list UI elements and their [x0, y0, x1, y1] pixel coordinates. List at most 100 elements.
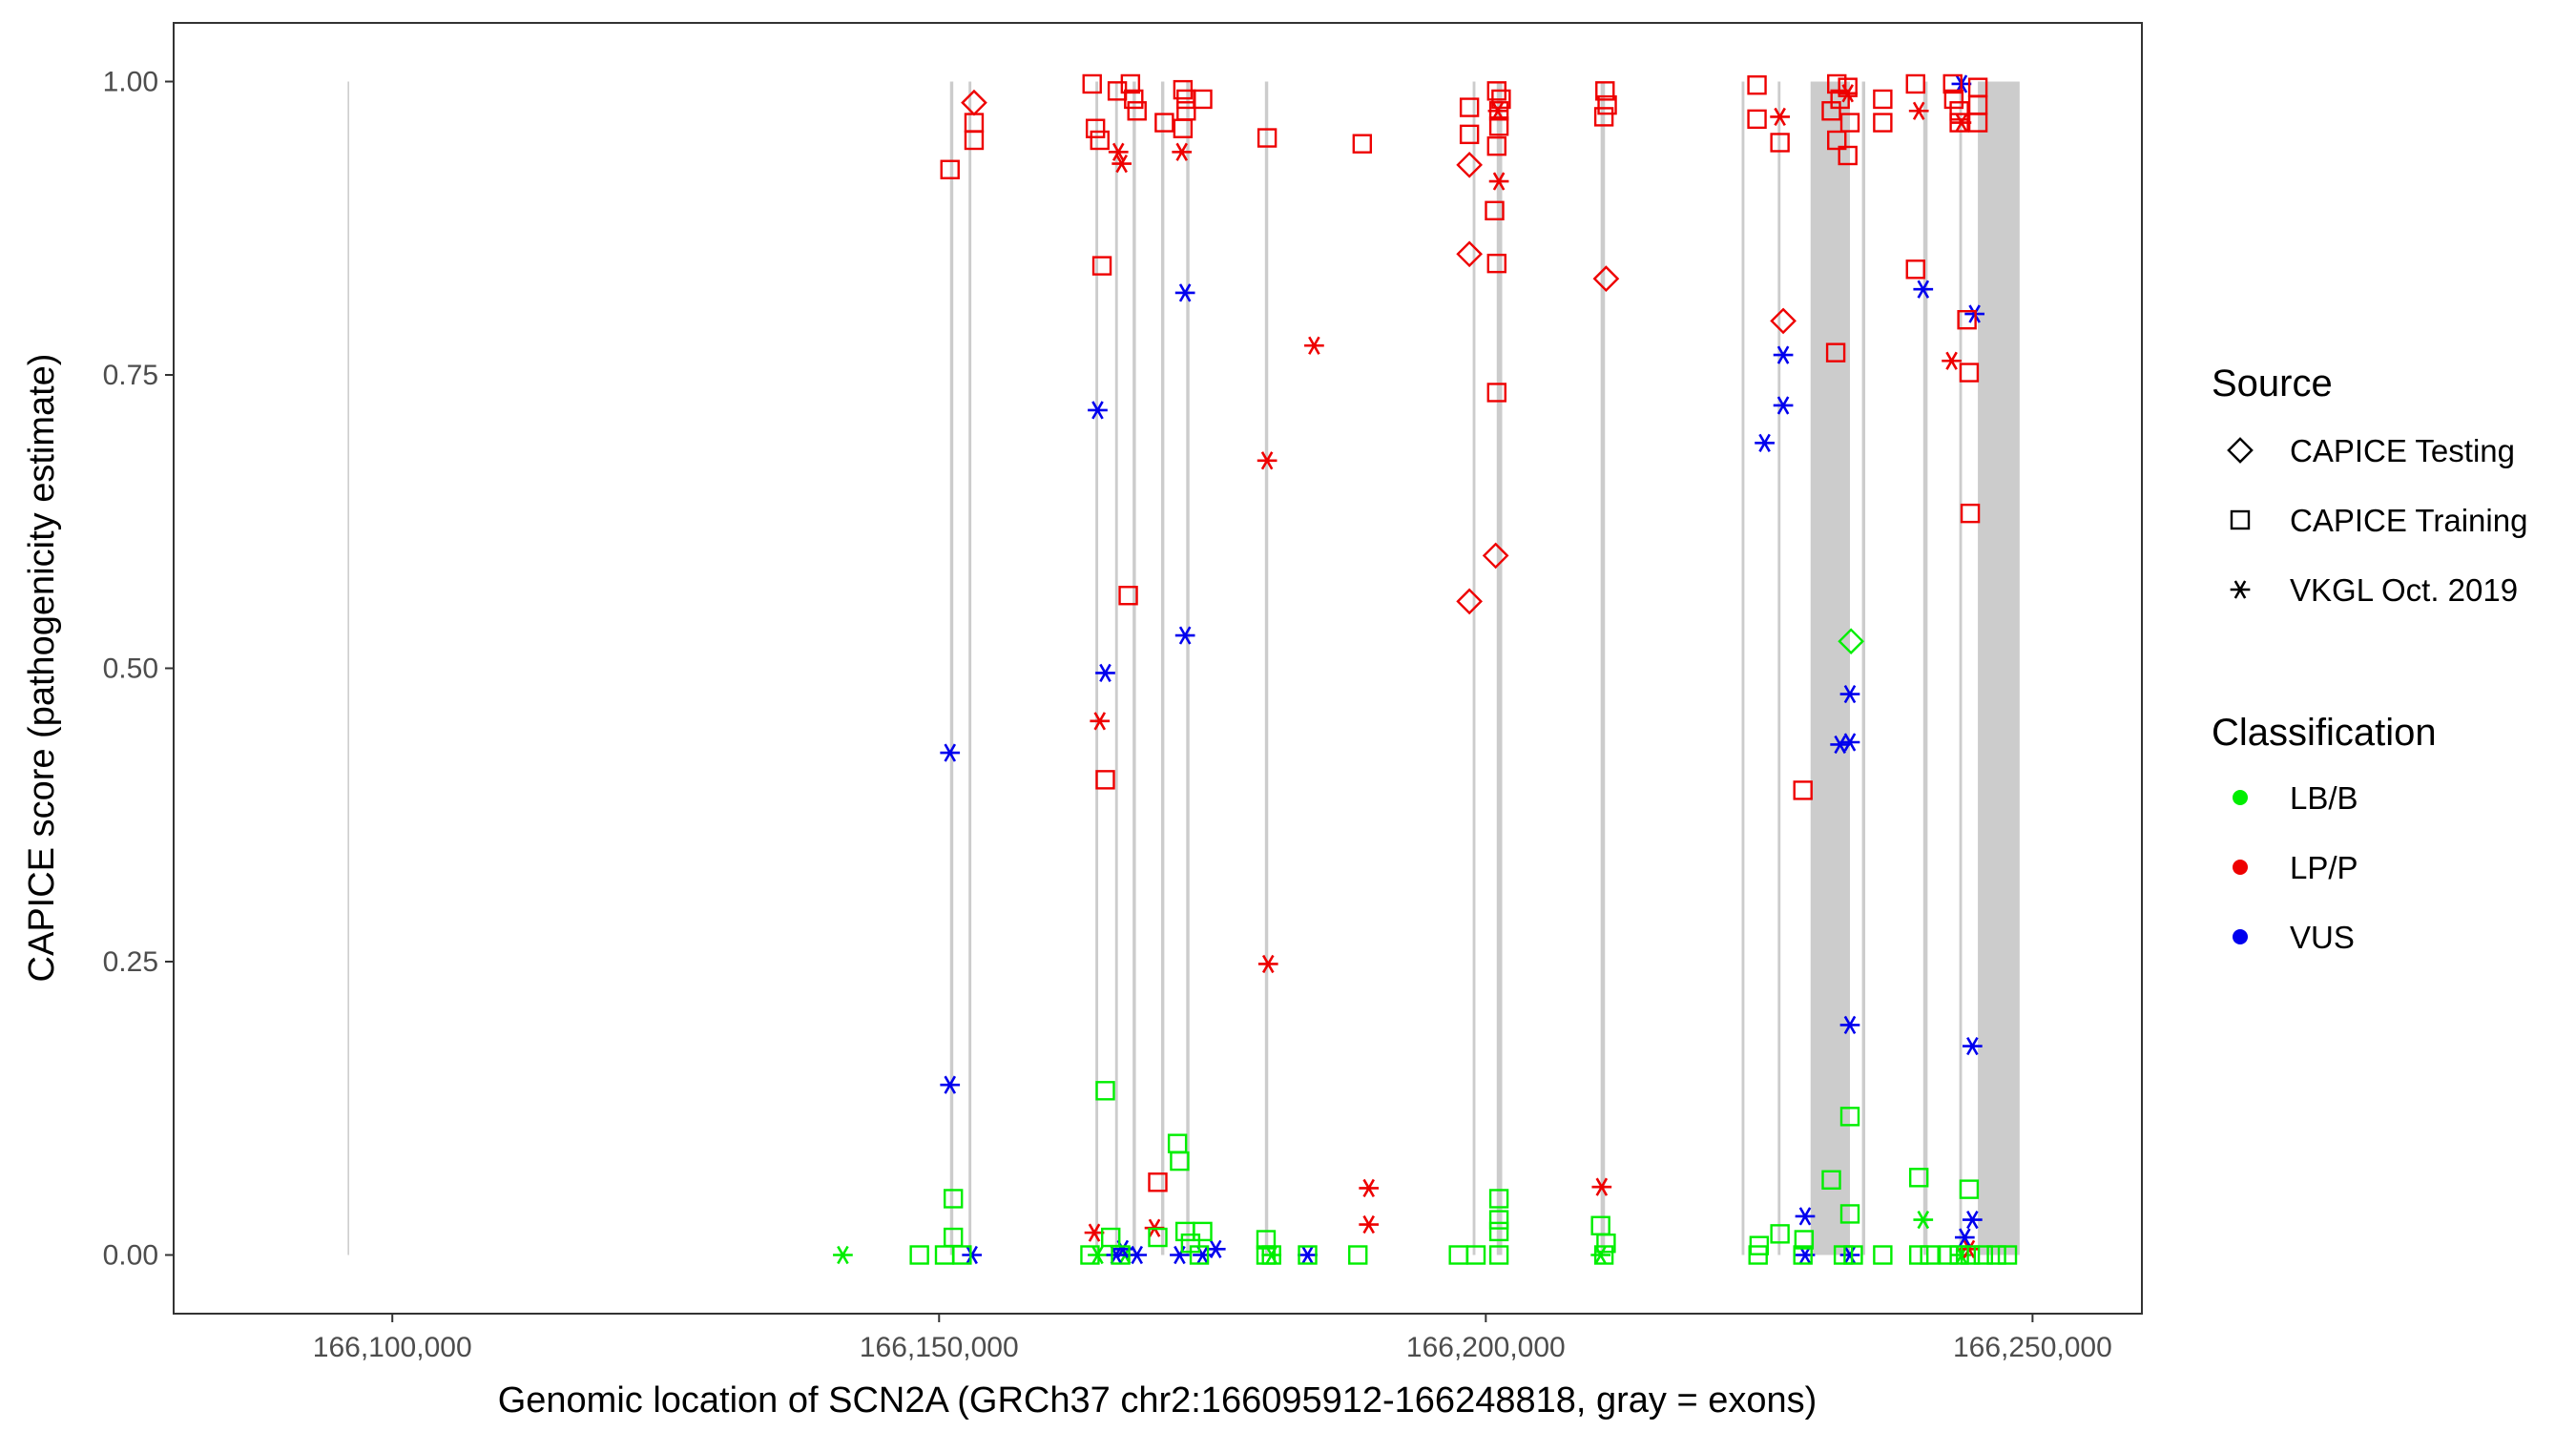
data-point: [1127, 1245, 1148, 1265]
data-point: [1488, 1189, 1509, 1209]
data-point: [1942, 351, 1962, 370]
data-point: [1755, 433, 1775, 452]
data-point: [1959, 1179, 1980, 1199]
data-point: [1482, 542, 1509, 570]
data-point: [1873, 113, 1893, 133]
data-point: [1908, 101, 1929, 120]
data-point: [1091, 256, 1112, 276]
data-point: [964, 113, 985, 133]
data-point: [1257, 128, 1278, 148]
x-tick-label: 166,150,000: [860, 1332, 1019, 1363]
data-point: [1257, 451, 1278, 470]
data-point: [1488, 116, 1509, 136]
data-point: [1174, 1221, 1195, 1242]
data-point: [1873, 1245, 1893, 1265]
data-point: [1193, 1221, 1213, 1242]
data-point: [1127, 101, 1147, 121]
data-point: [1913, 1210, 1934, 1230]
data-point: [1090, 712, 1111, 731]
y-tick-label: 0.25: [103, 946, 158, 978]
exon-band: [1922, 81, 1928, 1255]
data-point: [1084, 1223, 1105, 1242]
data-point: [940, 743, 961, 762]
data-point: [833, 1245, 853, 1265]
data-point: [1825, 342, 1846, 363]
legend-label-classification: LP/P: [2290, 850, 2358, 885]
data-point: [1839, 1107, 1860, 1127]
data-point: [1486, 135, 1506, 156]
data-point: [1257, 954, 1278, 974]
y-tick-label: 0.00: [103, 1240, 158, 1272]
data-point: [1167, 1133, 1188, 1153]
data-point: [1770, 107, 1790, 127]
data-point: [1943, 89, 1964, 110]
data-point: [909, 1245, 929, 1265]
data-point: [1843, 1245, 1863, 1265]
y-axis: 0.00 0.25 0.50 0.75 1.00: [103, 67, 174, 1272]
data-point: [1261, 1245, 1281, 1265]
exon-band: [1978, 81, 2020, 1255]
data-point: [1821, 1170, 1841, 1190]
exon-band: [1114, 81, 1118, 1255]
exon-band: [1132, 81, 1136, 1255]
legend-title-source: Source: [2212, 363, 2333, 404]
data-point: [1795, 1207, 1816, 1226]
data-point: [961, 89, 987, 116]
legend-key-dot: [2233, 929, 2248, 944]
exon-band: [1777, 81, 1781, 1255]
data-point: [1938, 1245, 1959, 1265]
data-point: [962, 1245, 983, 1265]
data-point: [1793, 1245, 1813, 1265]
exon-band: [1186, 81, 1190, 1255]
data-point: [1488, 1210, 1509, 1230]
legend-label-classification: VUS: [2290, 920, 2355, 955]
data-point: [1959, 363, 1980, 383]
data-point: [1770, 1224, 1790, 1244]
data-point: [1595, 81, 1615, 101]
data-point: [1838, 145, 1858, 166]
data-point: [1973, 1245, 1994, 1265]
data-point: [1459, 97, 1480, 117]
data-point: [1920, 1245, 1940, 1265]
data-point: [1095, 1081, 1115, 1101]
data-point: [1839, 1204, 1860, 1224]
data-point: [1957, 309, 1977, 330]
data-point: [1591, 1177, 1612, 1196]
data-point: [1838, 628, 1864, 655]
exon-band: [1959, 81, 1963, 1255]
data-point: [1456, 151, 1483, 178]
data-point: [1839, 733, 1860, 752]
data-point: [1085, 118, 1106, 138]
data-point: [1205, 1239, 1226, 1258]
exon-band: [1741, 81, 1745, 1255]
legend-key-asterisk: [2230, 580, 2251, 599]
data-point: [1793, 780, 1813, 800]
data-point: [1488, 172, 1509, 191]
data-point: [1080, 1245, 1100, 1265]
data-point: [1597, 94, 1617, 115]
data-point: [1488, 1245, 1509, 1265]
legend-label-source: VKGL Oct. 2019: [2290, 572, 2518, 608]
exon-band: [1472, 81, 1476, 1255]
data-point: [1488, 101, 1509, 121]
data-point: [1174, 626, 1195, 645]
exon-band: [347, 81, 349, 1255]
exon-bands: [347, 81, 2020, 1255]
x-tick-label: 166,250,000: [1953, 1332, 2112, 1363]
data-point: [1593, 107, 1614, 127]
data-point: [1949, 101, 1969, 121]
data-point: [1747, 109, 1767, 130]
data-point: [1348, 1245, 1368, 1265]
data-point: [1942, 73, 1963, 94]
exon-band: [1600, 81, 1606, 1255]
data-point: [1593, 1245, 1614, 1265]
legend-key-dot: [2233, 860, 2248, 875]
x-axis-title: Genomic location of SCN2A (GRCh37 chr2:1…: [498, 1380, 1818, 1421]
data-point: [952, 1245, 972, 1265]
data-point: [1839, 1245, 1860, 1265]
data-point: [1905, 73, 1925, 94]
data-point: [1485, 200, 1505, 221]
data-point: [1154, 113, 1174, 133]
data-point: [1773, 396, 1794, 415]
data-point: [1592, 265, 1620, 292]
